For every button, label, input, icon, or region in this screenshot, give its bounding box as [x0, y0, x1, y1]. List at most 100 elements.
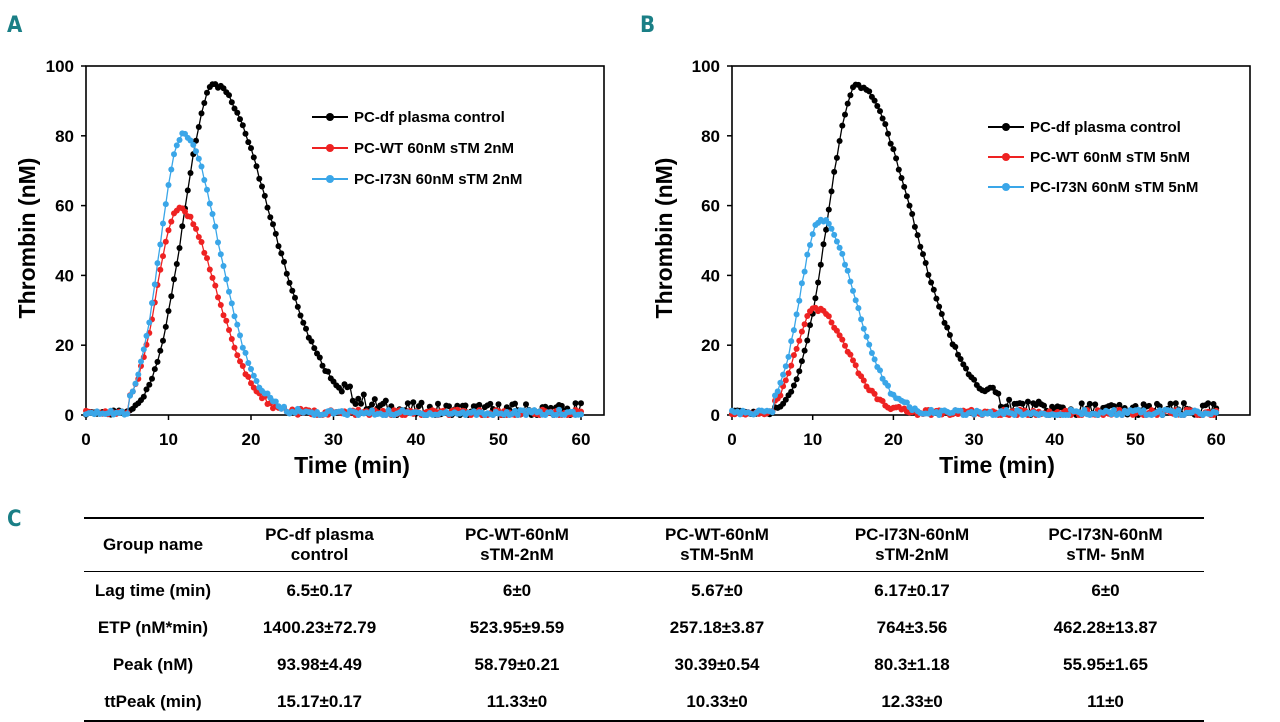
y-axis-title: Thrombin (nM)	[14, 158, 40, 319]
data-point	[920, 251, 926, 258]
data-point	[793, 376, 800, 383]
data-point	[382, 412, 389, 418]
data-point	[173, 142, 180, 149]
data-point	[358, 400, 364, 407]
data-point	[893, 155, 900, 162]
table-cell: 11.33±0	[417, 683, 617, 722]
y-tick-label: 100	[692, 57, 720, 76]
table-cell: 6±0	[1091, 580, 1120, 600]
data-point	[206, 200, 213, 207]
x-axis-title: Time (min)	[294, 452, 410, 478]
data-point	[1092, 401, 1099, 408]
data-point	[863, 333, 870, 340]
data-point	[234, 352, 241, 359]
summary-table: Group name PC-df plasma control PC-WT-60n…	[84, 517, 1204, 722]
table-cell: 462.28±13.87	[1053, 617, 1158, 637]
data-point	[1011, 412, 1018, 418]
data-point	[1065, 412, 1072, 418]
data-point	[842, 342, 848, 349]
chart-panel-a: 0 20 40 60 80 100 0 10 20 30 40 50 60 Time (min) Throm…	[14, 57, 605, 478]
data-point	[850, 287, 856, 294]
data-point	[868, 350, 875, 356]
data-point	[815, 279, 822, 286]
data-point	[435, 400, 441, 407]
data-point	[512, 400, 518, 407]
data-point	[294, 303, 301, 310]
y-tick-label: 20	[55, 336, 74, 355]
data-point	[917, 243, 924, 250]
data-point	[228, 336, 235, 342]
table-cell: 6.17±0.17	[874, 580, 950, 600]
data-point	[193, 148, 199, 155]
data-point	[871, 97, 878, 104]
series-2	[729, 216, 1220, 418]
data-point	[780, 371, 787, 378]
y-tick-label: 80	[55, 127, 74, 146]
data-point	[360, 391, 367, 398]
data-point	[514, 412, 521, 418]
data-point	[807, 322, 813, 329]
table-cell: 58.79±0.21	[474, 654, 560, 674]
data-point	[245, 360, 252, 366]
data-point	[833, 327, 840, 334]
x-tick-label: 20	[242, 430, 261, 449]
data-point	[146, 319, 153, 326]
y-tick-label: 20	[701, 336, 720, 355]
data-point	[190, 221, 197, 228]
table-cell: 80.3±1.18	[874, 654, 950, 674]
data-point	[798, 328, 805, 335]
data-point	[957, 356, 964, 362]
data-point	[836, 138, 843, 144]
data-point	[253, 378, 260, 384]
data-point	[906, 202, 913, 209]
data-point	[319, 362, 326, 369]
data-point	[933, 295, 940, 302]
data-point	[206, 266, 213, 273]
x-tick-label: 50	[1126, 430, 1145, 449]
data-point	[140, 393, 147, 400]
data-point	[938, 311, 945, 317]
table-cell: 93.98±4.49	[277, 654, 362, 674]
data-point	[217, 302, 224, 308]
data-point	[1159, 412, 1166, 418]
data-point	[215, 239, 221, 246]
data-point	[1213, 409, 1220, 416]
data-point	[836, 244, 843, 251]
data-point	[231, 344, 238, 351]
data-point	[1019, 400, 1026, 407]
y-tick-label: 60	[55, 197, 74, 216]
table-cell: 30.39±0.54	[674, 654, 760, 674]
x-tick-label: 0	[727, 430, 736, 449]
data-point	[820, 241, 827, 248]
data-point	[790, 382, 797, 389]
data-point	[385, 407, 392, 414]
data-point	[833, 154, 840, 161]
data-point	[825, 206, 832, 213]
data-point	[239, 363, 246, 369]
data-point	[223, 276, 230, 283]
data-point	[404, 400, 411, 407]
legend-label: PC-WT 60nM sTM 2nM	[354, 140, 514, 157]
data-point	[885, 382, 891, 389]
data-point	[151, 281, 158, 288]
data-point	[215, 294, 221, 301]
x-tick-label: 30	[324, 430, 343, 449]
data-point	[930, 286, 937, 293]
data-point	[462, 402, 469, 409]
data-point	[847, 92, 854, 99]
row-label: ttPeak (min)	[84, 683, 222, 722]
data-point	[928, 279, 935, 286]
data-point	[796, 337, 803, 344]
legend-label: PC-I73N 60nM sTM 5nM	[1030, 179, 1198, 196]
data-point	[234, 109, 241, 116]
data-point	[790, 327, 797, 334]
y-tick-label: 60	[701, 197, 720, 216]
data-point	[369, 401, 375, 408]
data-point	[281, 258, 287, 265]
data-point	[796, 297, 803, 304]
data-point	[839, 336, 846, 343]
data-point	[143, 386, 150, 393]
data-point	[858, 316, 865, 323]
data-point	[184, 187, 191, 194]
